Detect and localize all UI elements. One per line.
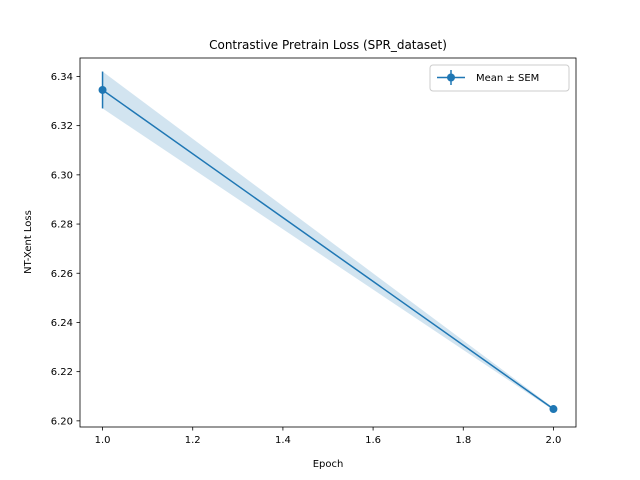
- x-axis: 1.0 1.2 1.4 1.6 1.8 2.0: [95, 427, 562, 446]
- legend-label: Mean ± SEM: [476, 73, 539, 84]
- axes-frame: [79, 57, 577, 428]
- y-axis: 6.20 6.22 6.24 6.26 6.28 6.30 6.32 6.34: [51, 72, 80, 427]
- x-tick-label: 1.0: [95, 435, 111, 446]
- y-axis-title: NT-Xent Loss: [23, 210, 34, 274]
- legend-box: [429, 64, 570, 92]
- x-tick-label: 1.6: [365, 435, 381, 446]
- data-point: [549, 405, 558, 414]
- sem-band: [102, 71, 554, 411]
- y-tick-label: 6.28: [51, 220, 73, 231]
- y-tick-label: 6.30: [51, 170, 73, 181]
- y-tick-label: 6.20: [51, 416, 73, 427]
- legend-marker: [447, 73, 455, 82]
- chart-title: Contrastive Pretrain Loss (SPR_dataset): [209, 38, 447, 52]
- x-tick-label: 2.0: [546, 435, 562, 446]
- x-axis-title: Epoch: [313, 459, 344, 470]
- y-tick-label: 6.32: [51, 121, 73, 132]
- series-line: [102, 89, 554, 410]
- plot-area: [79, 57, 577, 428]
- y-tick-label: 6.34: [51, 72, 73, 83]
- data-point: [98, 85, 107, 94]
- y-tick-label: 6.26: [51, 269, 73, 280]
- x-tick-label: 1.8: [455, 435, 471, 446]
- legend: Mean ± SEM: [429, 64, 570, 92]
- y-tick-label: 6.22: [51, 367, 73, 378]
- x-tick-label: 1.2: [185, 435, 201, 446]
- y-tick-label: 6.24: [51, 318, 73, 329]
- x-tick-label: 1.4: [275, 435, 291, 446]
